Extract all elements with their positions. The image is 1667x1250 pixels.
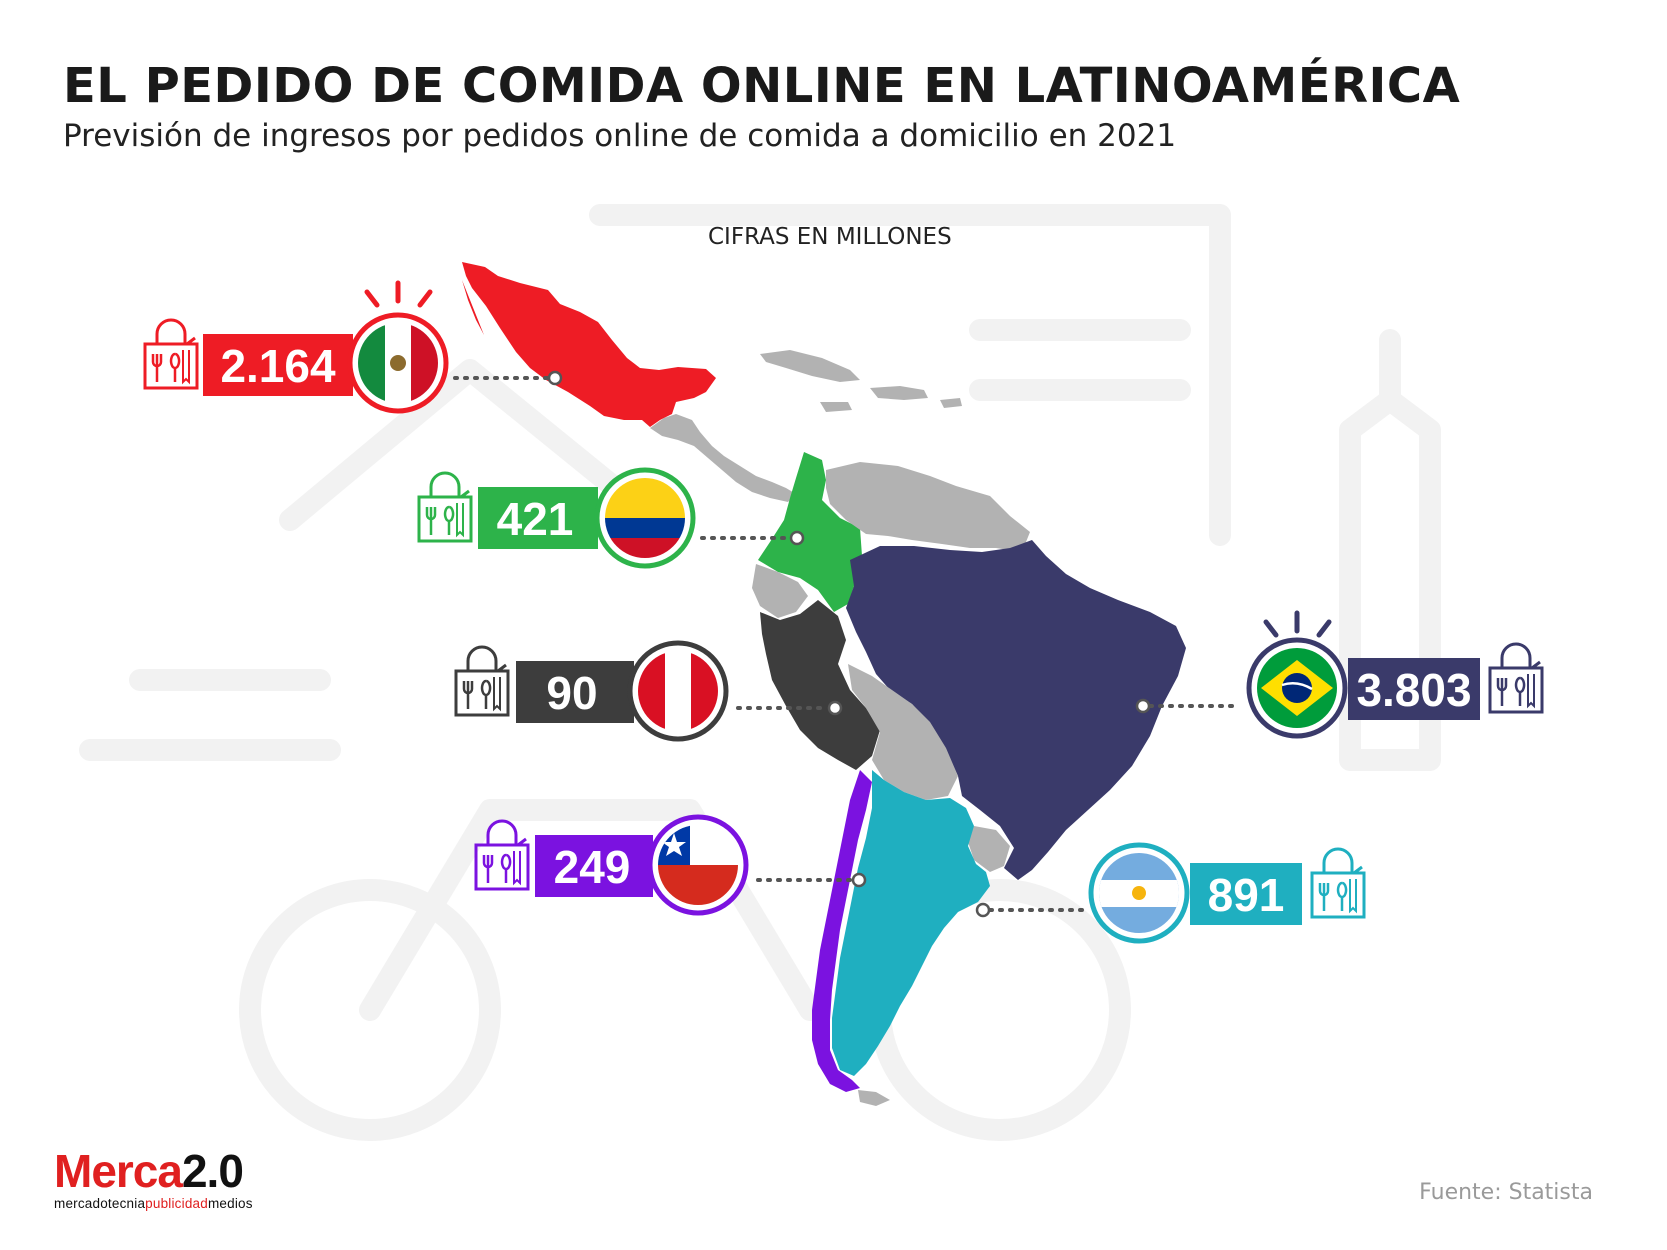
logo-tagline-3: medios <box>207 1196 253 1211</box>
peru-flag <box>638 651 718 731</box>
central-america-region <box>650 414 796 502</box>
chile-region <box>812 770 872 1092</box>
mexico-flag <box>358 323 438 403</box>
page-title: EL PEDIDO DE COMIDA ONLINE EN LATINOAMÉR… <box>63 58 1461 114</box>
peru-region <box>760 600 880 770</box>
value-brazil: 3.803 <box>1356 664 1471 716</box>
burst-lines-icon <box>364 280 433 308</box>
unit-note: CIFRAS EN MILLONES <box>708 224 952 250</box>
shopping-bag-icon <box>143 318 199 390</box>
callout-brazil: 3.803 <box>1135 610 1544 739</box>
callout-chile: 249 <box>474 814 867 916</box>
shopping-bag-icon <box>1310 847 1366 919</box>
value-mexico: 2.164 <box>220 340 336 392</box>
value-box-brazil <box>1348 658 1480 720</box>
value-box-argentina <box>1190 863 1302 925</box>
value-chile: 249 <box>554 841 631 893</box>
value-argentina: 891 <box>1208 869 1285 921</box>
burst-lines-icon <box>1263 610 1332 638</box>
northern-countries <box>752 462 1030 618</box>
chile-flag <box>658 825 738 905</box>
logo-text-part2: 2.0 <box>181 1145 244 1197</box>
shopping-bag-icon <box>417 471 473 543</box>
logo-tagline-2: publicidad <box>145 1196 208 1211</box>
argentina-region <box>832 770 990 1076</box>
brazil-flag <box>1257 648 1337 728</box>
brazil-region <box>846 540 1186 880</box>
argentina-flag <box>1099 853 1179 933</box>
shopping-bag-icon <box>1488 642 1544 714</box>
tierra-del-fuego <box>858 1090 890 1106</box>
callout-peru: 90 <box>454 640 843 742</box>
value-box-chile <box>535 835 653 897</box>
source-note: Fuente: Statista <box>1419 1180 1593 1205</box>
value-box-mexico <box>203 334 353 396</box>
page-subtitle: Previsión de ingresos por pedidos online… <box>63 118 1177 154</box>
shopping-bag-icon <box>454 645 510 717</box>
logo-text-part1: Merca <box>54 1145 183 1197</box>
latin-america-map <box>462 262 1186 1106</box>
central-south-countries <box>848 664 1010 872</box>
value-peru: 90 <box>546 667 597 719</box>
value-box-peru <box>516 661 634 723</box>
colombia-flag <box>605 478 685 558</box>
mexico-region <box>462 262 716 427</box>
colombia-region <box>758 452 862 612</box>
value-box-colombia <box>478 487 598 549</box>
callout-mexico: 2.164 <box>143 280 563 414</box>
callout-argentina: 891 <box>975 842 1366 944</box>
merca-logo: Merca2.0 mercadotecniapublicidadmedios <box>54 1148 253 1211</box>
caribbean-islands <box>760 350 962 412</box>
logo-tagline-1: mercadotecnia <box>54 1196 146 1211</box>
value-colombia: 421 <box>497 493 574 545</box>
callout-colombia: 421 <box>417 467 805 569</box>
